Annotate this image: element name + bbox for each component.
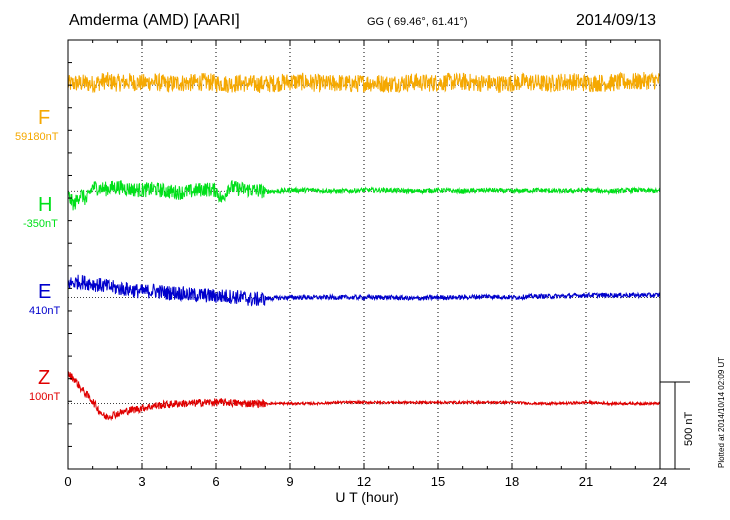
channel-baseline-h: -350nT [23,218,58,230]
channel-baseline-z: 100nT [29,391,61,403]
x-tick-label-12: 12 [357,474,371,489]
channel-label-h: H [38,194,53,216]
channel-label-e: E [38,281,52,303]
x-tick-label-15: 15 [431,474,445,489]
x-tick-label-18: 18 [505,474,519,489]
station-title: Amderma (AMD) [AARI] [69,12,240,29]
x-tick-label-21: 21 [579,474,593,489]
scale-bar-label: 500 nT [683,411,695,446]
series-line-h [67,180,661,211]
series-layer [67,71,661,422]
x-tick-label-24: 24 [653,474,667,489]
x-tick-label-6: 6 [212,474,219,489]
x-tick-label-3: 3 [138,474,145,489]
channel-baseline-f: 59180nT [15,131,59,143]
channel-baseline-e: 410nT [29,305,61,317]
date-label: 2014/09/13 [576,12,657,29]
channel-label-f: F [38,107,51,129]
x-tick-label-9: 9 [286,474,293,489]
x-axis-title: U T (hour) [335,489,398,505]
station-coordinates: GG ( 69.46°, 61.41°) [367,16,468,28]
series-line-e [67,274,661,307]
series-line-z [67,371,661,422]
series-line-f [67,71,661,94]
plotted-timestamp: Plotted at 2014/10/14 02:09 UT [717,357,726,468]
x-axis-ticks: 0 3 6 9 12 15 18 21 24 [64,39,667,489]
channel-label-z: Z [38,367,51,389]
x-tick-label-0: 0 [64,474,71,489]
